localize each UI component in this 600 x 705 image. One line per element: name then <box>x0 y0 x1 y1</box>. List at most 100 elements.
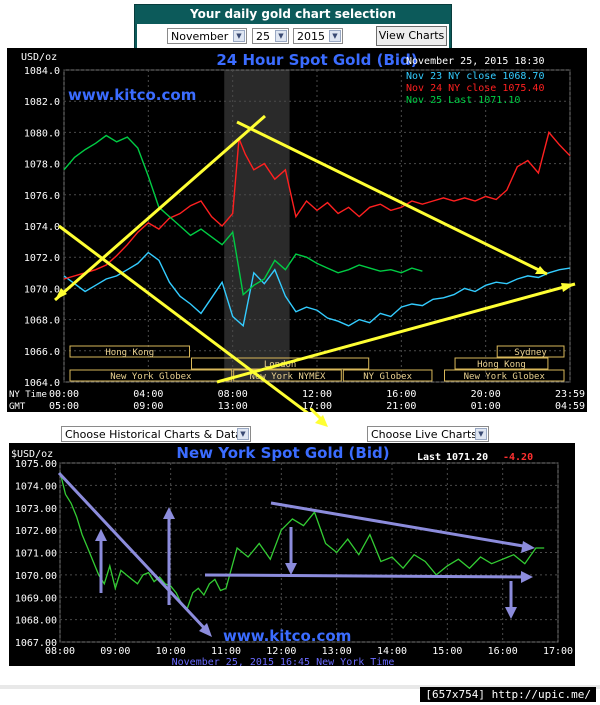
x-tick-label: 04:00 <box>133 389 163 400</box>
x-tick-label: 12:00 <box>266 646 296 657</box>
x-tick-label: 23:59 <box>555 389 585 400</box>
y-tick-label: 1084.0 <box>24 66 60 77</box>
x-tick-label: 09:00 <box>100 646 130 657</box>
annotation-arrow <box>58 224 326 428</box>
chevron-down-icon: ▼ <box>237 428 249 440</box>
y-tick-label: 1070.0 <box>24 284 60 295</box>
market-session: Hong Kong <box>454 357 549 370</box>
x-tick-label: 21:00 <box>386 401 416 412</box>
day-value: 25 <box>256 30 270 43</box>
session-label: Hong Kong <box>477 360 526 370</box>
legend: Nov 23 NY close 1068.70 Nov 24 NY close … <box>406 71 544 106</box>
x-tick-label: 00:00 <box>49 389 79 400</box>
new-york-gold-chart-svg: 1075.00 1074.00 1073.00 1072.00 1071.00 1070.… <box>11 444 573 668</box>
x-tick-label: 10:00 <box>156 646 186 657</box>
session-label: New York NYMEX <box>250 372 326 382</box>
chevron-down-icon: ▼ <box>329 30 341 42</box>
image-signature: [657x754] http://upic.me/ <box>420 687 596 702</box>
year-select[interactable]: 2015 ▼ <box>293 28 343 44</box>
month-value: November <box>171 30 229 43</box>
chevron-down-icon: ▼ <box>233 30 245 42</box>
x-tick-label: 17:00 <box>543 646 573 657</box>
last-label: Last <box>417 452 441 463</box>
scroll-grip <box>0 685 600 689</box>
series-lines <box>59 471 545 610</box>
arrowhead <box>285 563 297 575</box>
y-tick-label: 1076.0 <box>24 191 60 202</box>
market-session: New York Globex <box>69 369 233 382</box>
arrowhead <box>95 529 107 541</box>
y-tick-label: 1078.0 <box>24 160 60 171</box>
y-tick-label: 1070.00 <box>15 571 57 582</box>
grid <box>63 69 571 383</box>
x-tick-label: 13:00 <box>218 401 248 412</box>
series-lines <box>63 130 571 328</box>
historical-dropdown-label: Choose Historical Charts & Data <box>65 428 242 441</box>
y-tick-label: 1073.00 <box>15 504 57 515</box>
market-session: Sydney <box>496 345 565 358</box>
x-tick-label: 08:00 <box>45 646 75 657</box>
y-tick-label: 1064.0 <box>24 378 60 389</box>
arrowhead <box>535 266 547 274</box>
x-tick-label: 11:00 <box>211 646 241 657</box>
x-tick-label: 17:00 <box>302 401 332 412</box>
x-tick-label: 09:00 <box>133 401 163 412</box>
market-session: NY Globex <box>342 369 433 382</box>
live-charts-dropdown[interactable]: Choose Live Charts ▼ <box>367 426 489 442</box>
legend-item: Nov 23 NY close 1068.70 <box>406 71 544 82</box>
x-tick-label: 12:00 <box>302 389 332 400</box>
y-axis-ticks: 1075.00 1074.00 1073.00 1072.00 1071.00 1070.… <box>15 459 57 649</box>
x-row-label: GMT <box>9 402 26 412</box>
yellow-trend-annotations <box>54 114 576 428</box>
chart-title: New York Spot Gold (Bid) <box>176 444 389 462</box>
month-select[interactable]: November ▼ <box>167 28 247 44</box>
arrowhead <box>521 541 535 553</box>
x-tick-label: 08:00 <box>218 389 248 400</box>
legend-item: Nov 24 NY close 1075.40 <box>406 83 544 94</box>
annotation-arrow <box>204 573 528 579</box>
watermark: www.kitco.com <box>68 86 196 104</box>
y-tick-label: 1068.0 <box>24 316 60 327</box>
new-york-gold-chart: 1075.00 1074.00 1073.00 1072.00 1071.00 1070.… <box>9 443 575 668</box>
y-tick-label: 1072.00 <box>15 526 57 537</box>
session-label: New York Globex <box>464 372 546 382</box>
live-dropdown-label: Choose Live Charts <box>371 428 478 441</box>
x-tick-label: 05:00 <box>49 401 79 412</box>
y-axis-label: USD/oz <box>21 52 57 63</box>
annotation-arrow <box>57 471 209 633</box>
series-line <box>63 251 571 328</box>
session-label: Hong Kong <box>105 348 154 358</box>
y-tick-label: 1068.00 <box>15 616 57 627</box>
historical-charts-dropdown[interactable]: Choose Historical Charts & Data ▼ <box>61 426 251 442</box>
x-tick-label: 14:00 <box>377 646 407 657</box>
y-axis-ticks: 1084.0 1082.0 1080.0 1078.0 1076.0 1074.0 1072… <box>24 66 60 389</box>
day-select[interactable]: 25 ▼ <box>252 28 289 44</box>
chevron-down-icon: ▼ <box>275 30 287 42</box>
x-tick-label: 13:00 <box>322 646 352 657</box>
view-charts-button[interactable]: View Charts <box>376 26 447 46</box>
series-line <box>63 134 423 296</box>
x-tick-label: 20:00 <box>471 389 501 400</box>
legend-item: Nov 25 Last 1071.10 <box>406 95 520 106</box>
session-label: Sydney <box>514 348 547 358</box>
y-tick-label: 1074.0 <box>24 222 60 233</box>
arrowhead <box>163 507 175 519</box>
last-value: 1071.20 <box>446 452 488 463</box>
annotation-arrow-tip <box>310 408 328 427</box>
arrowhead <box>521 571 533 583</box>
chevron-down-icon: ▼ <box>475 428 487 440</box>
chart-title: 24 Hour Spot Gold (Bid) <box>216 51 417 69</box>
x-tick-label: 16:00 <box>386 389 416 400</box>
lavender-annotations <box>57 471 535 637</box>
arrowhead <box>55 288 67 300</box>
x-axis-label: November 25, 2015 16:45 New York Time <box>172 657 395 666</box>
y-tick-label: 1066.0 <box>24 347 60 358</box>
x-tick-label: 01:00 <box>471 401 501 412</box>
market-session: Hong Kong <box>69 345 190 358</box>
annotation-arrow <box>216 282 576 384</box>
annotation-arrow <box>270 501 530 549</box>
selection-title: Your daily gold chart selection <box>190 7 396 21</box>
